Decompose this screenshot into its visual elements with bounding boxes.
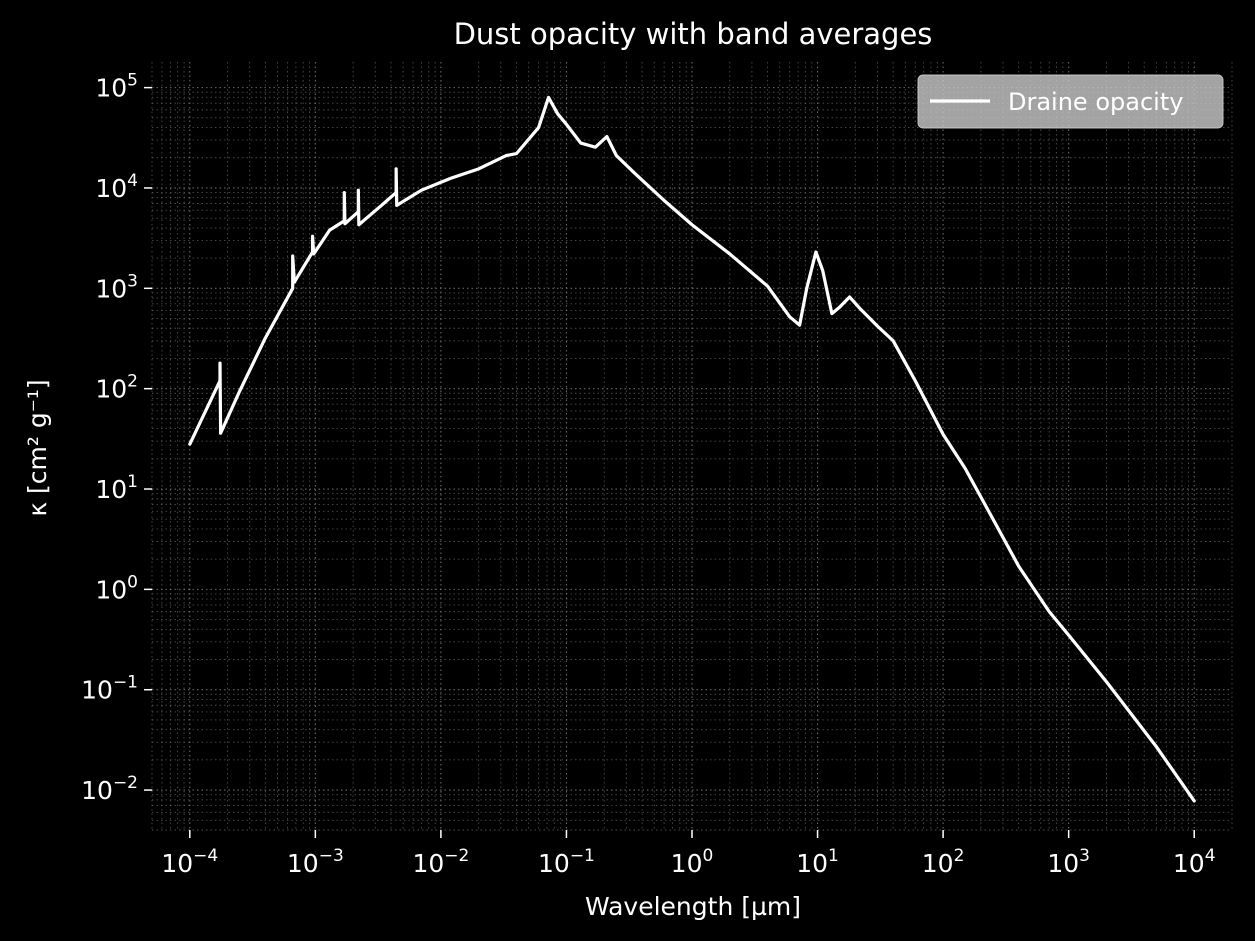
x-axis-ticks: 10−4 10−3 10−2 10−1 100 101 102 103 104 [161, 830, 1216, 878]
y-axis-label: κ [cm² g⁻¹] [23, 379, 52, 516]
y-tick-label: 102 [95, 372, 138, 404]
x-tick-label: 104 [1173, 846, 1216, 878]
x-tick-label: 10−2 [412, 846, 469, 878]
x-tick-label: 103 [1047, 846, 1090, 878]
y-tick-label: 104 [95, 171, 138, 203]
y-tick-label: 101 [95, 472, 138, 504]
chart-title: Dust opacity with band averages [454, 17, 933, 51]
y-tick-label: 100 [95, 572, 138, 604]
series-line-draine-opacity [188, 95, 1196, 803]
legend-label-draine-opacity: Draine opacity [1008, 88, 1183, 116]
grid-major [152, 62, 1232, 830]
x-tick-label: 10−1 [538, 846, 595, 878]
y-tick-label: 103 [95, 271, 138, 303]
legend: Draine opacity [917, 74, 1224, 129]
x-tick-label: 101 [796, 846, 839, 878]
y-tick-label: 105 [95, 71, 138, 103]
x-tick-label: 10−4 [161, 846, 218, 878]
y-axis-ticks: 10−2 10−1 100 101 102 103 104 105 [81, 71, 152, 805]
y-tick-label: 10−2 [81, 773, 138, 805]
legend-box [917, 74, 1224, 129]
x-axis-label: Wavelength [µm] [585, 892, 801, 921]
x-tick-label: 10−3 [287, 846, 344, 878]
x-tick-label: 100 [671, 846, 714, 878]
x-tick-label: 102 [922, 846, 965, 878]
y-tick-label: 10−1 [81, 673, 138, 705]
